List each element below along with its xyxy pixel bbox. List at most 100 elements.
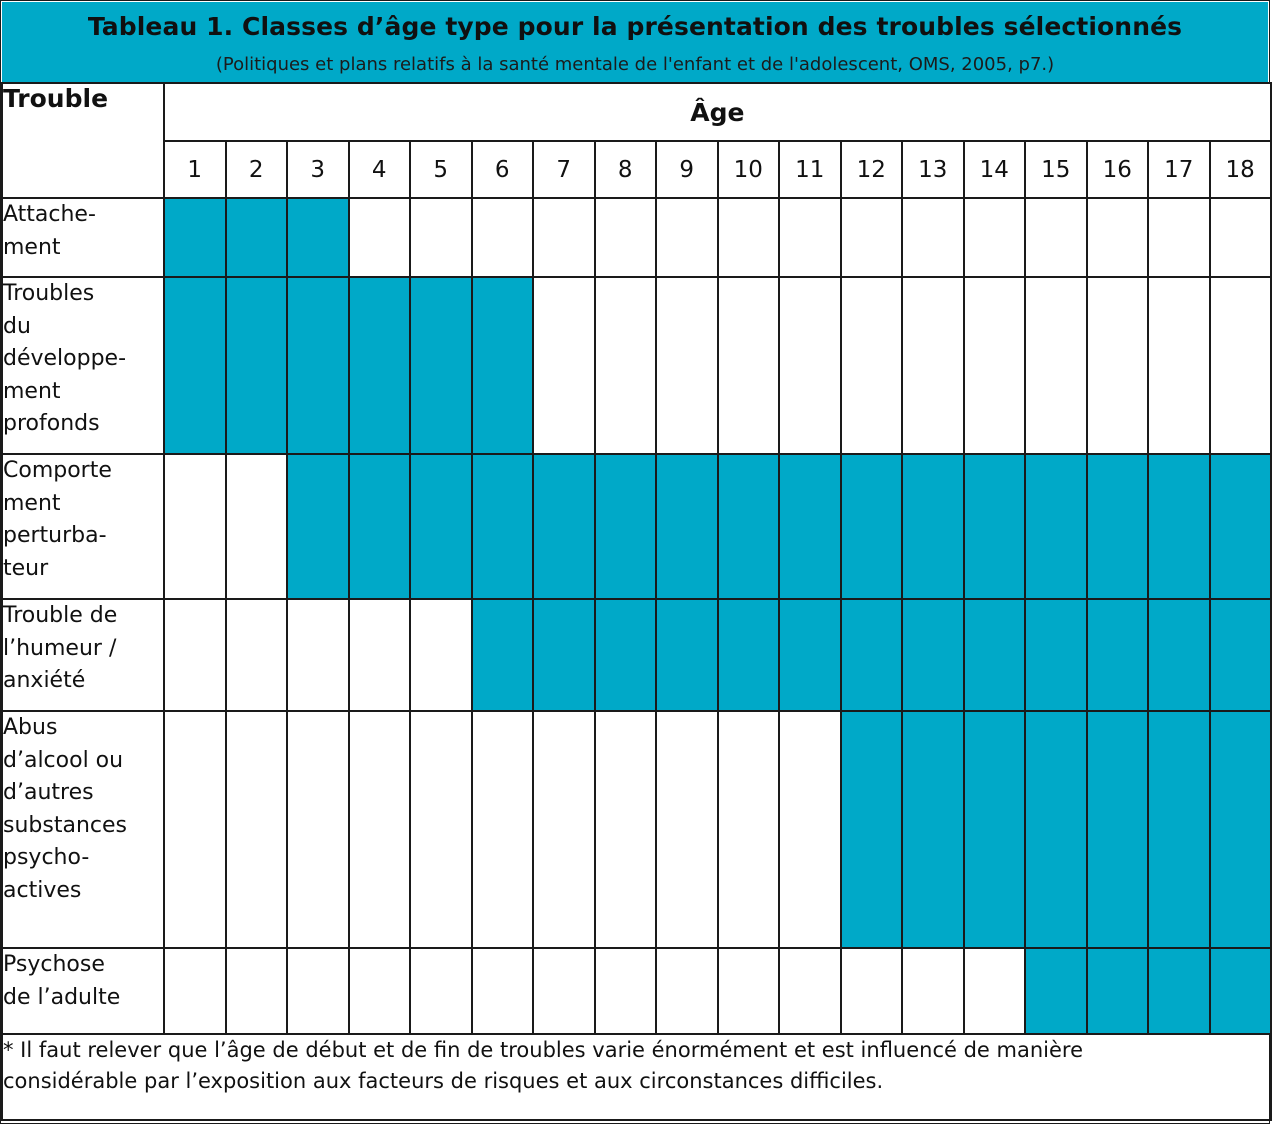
trouble-column-header: Trouble xyxy=(1,82,165,199)
age-cell-empty xyxy=(593,197,657,278)
age-cell-empty xyxy=(1208,197,1272,278)
age-cell-empty xyxy=(1208,276,1272,455)
age-cell-empty xyxy=(532,710,596,949)
age-cell-filled xyxy=(532,453,596,600)
age-cell-empty xyxy=(901,197,965,278)
trouble-label-line: Abus xyxy=(3,715,58,740)
trouble-label-line: substances xyxy=(3,812,127,838)
age-cell-empty xyxy=(347,598,411,712)
age-cell-filled xyxy=(716,453,780,600)
age-cell-filled xyxy=(1147,710,1211,949)
table-row: Psychose de l’adulte xyxy=(1,947,1272,1035)
table-row: Comporte ment perturba-teur xyxy=(1,453,1272,600)
trouble-label-line: ment xyxy=(3,378,61,404)
age-cell-empty xyxy=(286,947,350,1035)
trouble-label-line: l’humeur / xyxy=(3,635,117,661)
age-range-table: Trouble Âge 1 2 3 4 5 6 7 8 9 10 11 12 13 14 15 16 17 18 … xyxy=(1,82,1272,1121)
age-cell-filled xyxy=(655,453,719,600)
trouble-label: Attache-ment xyxy=(1,197,165,278)
age-cell-filled xyxy=(778,598,842,712)
age-cell-empty xyxy=(839,947,903,1035)
trouble-label-line: Comporte xyxy=(3,458,112,483)
age-cell-filled xyxy=(224,276,288,455)
trouble-label-line: actives xyxy=(3,877,82,903)
age-cell-filled xyxy=(1024,598,1088,712)
age-cell-filled xyxy=(1208,947,1272,1035)
age-header-cell: 15 xyxy=(1024,140,1088,199)
age-header-cell: 14 xyxy=(962,140,1026,199)
age-cell-empty xyxy=(1024,276,1088,455)
age-cell-filled xyxy=(1208,453,1272,600)
age-cell-filled xyxy=(409,453,473,600)
age-cell-empty xyxy=(163,598,227,712)
age-cell-empty xyxy=(532,947,596,1035)
age-cell-empty xyxy=(716,276,780,455)
age-cell-filled xyxy=(163,197,227,278)
age-cell-filled xyxy=(1085,947,1149,1035)
age-header-cell: 6 xyxy=(470,140,534,199)
trouble-label-line: profonds xyxy=(3,411,100,436)
trouble-label-line: Trouble de xyxy=(3,603,118,628)
footnote-line: considérable par l’exposition aux facteu… xyxy=(3,1069,884,1093)
trouble-label-line: ment xyxy=(3,234,61,260)
age-header-cell: 18 xyxy=(1208,140,1272,199)
age-cell-empty xyxy=(655,710,719,949)
age-cell-filled xyxy=(593,598,657,712)
age-cell-empty xyxy=(163,710,227,949)
age-cell-empty xyxy=(655,947,719,1035)
age-cell-empty xyxy=(347,197,411,278)
age-cell-empty xyxy=(593,276,657,455)
age-cell-empty xyxy=(224,947,288,1035)
trouble-label: Troubles du développe-ment profonds xyxy=(1,276,165,455)
age-cell-filled xyxy=(409,276,473,455)
age-cell-empty xyxy=(470,710,534,949)
age-cell-filled xyxy=(286,453,350,600)
trouble-label-line: de l’adulte xyxy=(3,984,121,1010)
age-cell-empty xyxy=(655,276,719,455)
trouble-label-line: Troubles xyxy=(3,281,95,306)
age-cell-empty xyxy=(163,453,227,600)
trouble-label: Comporte ment perturba-teur xyxy=(1,453,165,600)
table-row: Abus d’alcool ou d’autres substances psycho-… xyxy=(1,710,1272,949)
age-cell-filled xyxy=(224,197,288,278)
age-cell-filled xyxy=(1024,453,1088,600)
title-band: Tableau 1. Classes d’âge type pour la pr… xyxy=(2,2,1268,82)
age-cell-filled xyxy=(901,710,965,949)
age-cell-filled xyxy=(1024,710,1088,949)
trouble-label-line: Attache- xyxy=(3,202,96,227)
age-cell-empty xyxy=(532,276,596,455)
age-cell-empty xyxy=(716,710,780,949)
age-cell-empty xyxy=(901,947,965,1035)
age-cell-empty xyxy=(1024,197,1088,278)
table-row: Attache-ment xyxy=(1,197,1272,278)
age-cell-filled xyxy=(347,453,411,600)
age-cell-filled xyxy=(286,197,350,278)
age-cell-filled xyxy=(593,453,657,600)
age-cell-empty xyxy=(901,276,965,455)
age-column-header: Âge xyxy=(163,82,1272,142)
table-row: Trouble de l’humeur / anxiété xyxy=(1,598,1272,712)
trouble-label: Abus d’alcool ou d’autres substances psycho-… xyxy=(1,710,165,949)
age-cell-filled xyxy=(1024,947,1088,1035)
age-header-cell: 10 xyxy=(716,140,780,199)
age-cell-empty xyxy=(409,197,473,278)
age-header-cell: 13 xyxy=(901,140,965,199)
trouble-label: Trouble de l’humeur / anxiété xyxy=(1,598,165,712)
age-cell-filled xyxy=(1208,598,1272,712)
age-cell-empty xyxy=(716,197,780,278)
trouble-label: Psychose de l’adulte xyxy=(1,947,165,1035)
age-cell-empty xyxy=(655,197,719,278)
age-cell-empty xyxy=(224,710,288,949)
age-cell-filled xyxy=(1147,453,1211,600)
age-header-cell: 5 xyxy=(409,140,473,199)
age-cell-empty xyxy=(716,947,780,1035)
age-cell-filled xyxy=(962,598,1026,712)
age-cell-empty xyxy=(286,710,350,949)
age-header-cell: 2 xyxy=(224,140,288,199)
trouble-label-line: ment xyxy=(3,490,61,516)
table-title: Tableau 1. Classes d’âge type pour la pr… xyxy=(87,12,1183,41)
trouble-label-line: anxiété xyxy=(3,668,86,693)
age-cell-empty xyxy=(224,598,288,712)
age-cell-filled xyxy=(286,276,350,455)
trouble-label-line: développe- xyxy=(3,346,127,371)
